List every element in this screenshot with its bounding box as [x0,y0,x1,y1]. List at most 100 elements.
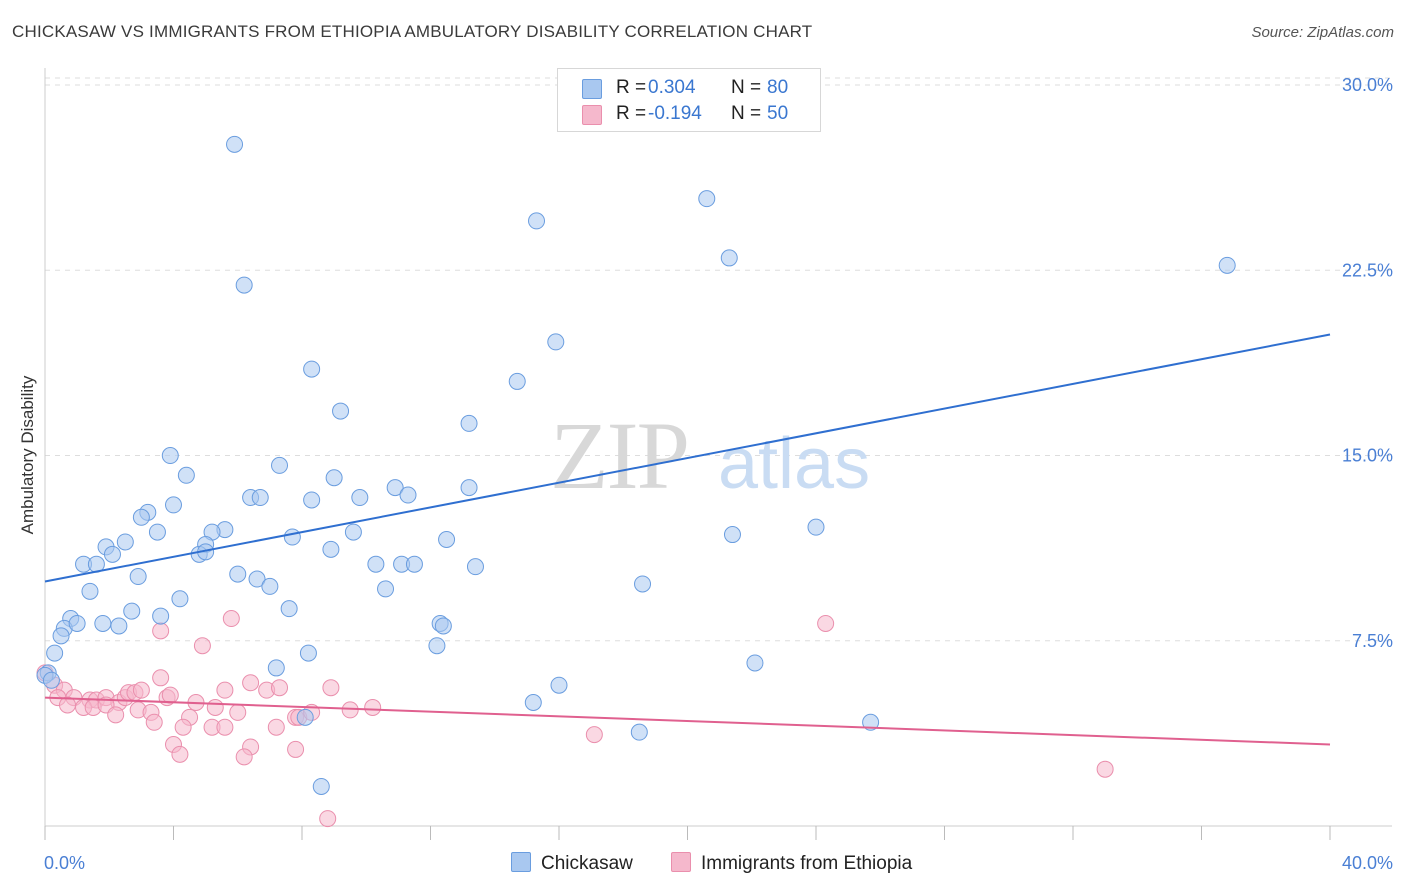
chickasaw-point [251,489,269,507]
chickasaw-point [132,508,150,526]
ethiopia-point [145,713,163,731]
chickasaw-point [862,713,880,731]
chickasaw-point [332,402,350,420]
chickasaw-point [322,540,340,558]
ethiopia-point [242,674,260,692]
ethiopia-point [235,748,253,766]
chickasaw-point [248,570,266,588]
chickasaw-point [460,414,478,432]
bottom-legend-swatch-ethiopia [671,852,691,872]
ethiopia-point [271,679,289,697]
chickasaw-point [303,491,321,509]
chickasaw-point [405,555,423,573]
y-tick-label: 15.0% [1342,446,1393,466]
chickasaw-point [81,582,99,600]
chickasaw-point [303,360,321,378]
ethiopia-point [174,718,192,736]
legend-r-value: -0.194 [648,103,702,124]
chickasaw-point [634,575,652,593]
y-tick-label: 30.0% [1342,75,1393,95]
ethiopia-point [216,718,234,736]
ethiopia-point [152,622,170,640]
bottom-legend-label-ethiopia: Immigrants from Ethiopia [701,853,913,874]
chickasaw-point [508,372,526,390]
y-tick-label: 22.5% [1342,260,1393,280]
chickasaw-point [161,447,179,465]
chickasaw-point [94,614,112,632]
ethiopia-point [193,637,211,655]
grid-lines [45,77,1392,642]
chickasaw-point [524,694,542,712]
chickasaw-point [46,644,64,662]
ethiopia-point [322,679,340,697]
legend-r-label: R = [616,77,647,98]
source-label: Source: ZipAtlas.com [1251,24,1394,41]
chickasaw-point [547,333,565,351]
ethiopia-point [267,718,285,736]
x-tick-label: 40.0% [1342,853,1393,873]
chickasaw-point [235,276,253,294]
ethiopia-point [216,681,234,699]
chickasaw-point [68,614,86,632]
ethiopia-point [287,740,305,758]
chickasaw-point [528,212,546,230]
ethiopia-point [229,703,247,721]
bottom-legend-chickasaw: Chickasaw [511,852,633,875]
chickasaw-point [550,676,568,694]
chickasaw-point [351,489,369,507]
chickasaw-point [460,479,478,497]
chickasaw-point [377,580,395,598]
legend-n-value: 50 [767,103,789,124]
chickasaw-point [296,708,314,726]
bottom-legend-label-chickasaw: Chickasaw [541,853,633,874]
trend-lines [44,333,1331,746]
bottom-legend-swatch-chickasaw [511,852,531,872]
chickasaw-point [267,659,285,677]
chickasaw-point [367,555,385,573]
chickasaw-point [152,607,170,625]
watermark-atlas: atlas [718,424,870,504]
legend-swatch-ethiopia [582,105,602,125]
bottom-legend-ethiopia: Immigrants from Ethiopia [671,852,912,875]
series-ethiopia-points [36,610,1114,828]
chickasaw-point [807,518,825,536]
chickasaw-point [229,565,247,583]
ethiopia-point [171,745,189,763]
chickasaw-point [148,523,166,541]
correlation-legend: R = 0.304 N = 80 R = -0.194 N = 50 [557,68,821,132]
legend-n-label: N = [731,103,762,124]
chickasaw-point [466,558,484,576]
ethiopia-point [206,698,224,716]
chickasaw-point [42,671,60,689]
series-chickasaw-points [36,83,1236,795]
legend-n-label: N = [731,77,762,98]
chickasaw-point [434,617,452,635]
chickasaw-point [123,602,141,620]
watermark: ZIP atlas [550,402,870,509]
ethiopia-trend-line [44,696,1331,746]
ethiopia-point [152,669,170,687]
chickasaw-point [746,654,764,672]
chickasaw-point [720,249,738,267]
chart-title: CHICKASAW VS IMMIGRANTS FROM ETHIOPIA AM… [12,22,813,41]
watermark-zip: ZIP [550,402,688,509]
chickasaw-point [1218,256,1236,274]
ethiopia-point [161,686,179,704]
chickasaw-point [52,627,70,645]
chickasaw-point [312,777,330,795]
chickasaw-point [283,528,301,546]
chickasaw-point [630,723,648,741]
chickasaw-point [428,637,446,655]
ethiopia-point [585,726,603,744]
ethiopia-point [817,614,835,632]
ethiopia-point [364,698,382,716]
chickasaw-point [129,568,147,586]
chickasaw-point [698,190,716,208]
legend-r-value: 0.304 [648,77,696,98]
chickasaw-point [261,577,279,595]
chickasaw-point [325,469,343,487]
y-tick-label: 7.5% [1352,631,1393,651]
ethiopia-point [1096,760,1114,778]
ethiopia-point [222,610,240,628]
